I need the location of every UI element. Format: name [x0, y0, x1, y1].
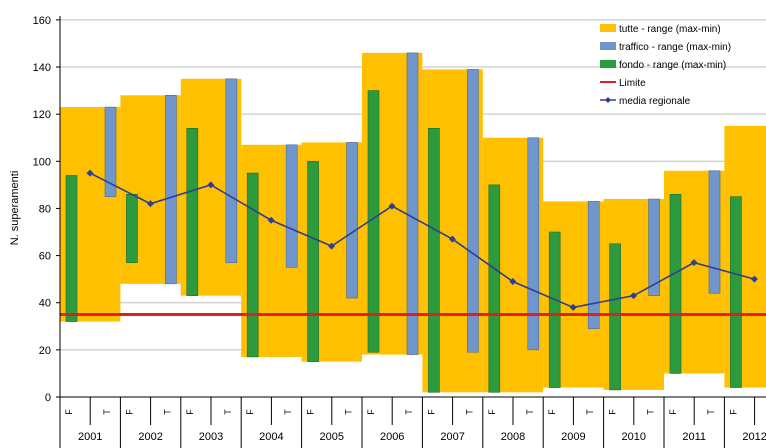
bar-fondo-2004 — [246, 172, 259, 358]
media-point-2005 — [328, 242, 336, 250]
y-tick-label: 140 — [33, 62, 51, 74]
y-tick-label: 40 — [39, 298, 51, 310]
legend-label-limite: Limite — [619, 78, 646, 89]
bar-traffico-2003 — [225, 78, 238, 263]
media-point-2007 — [448, 235, 456, 243]
bar-fondo-2005 — [307, 161, 319, 362]
y-tick-label: 120 — [33, 109, 51, 121]
sub-label: T — [706, 409, 716, 415]
sub-label: F — [245, 409, 255, 415]
year-label-2011: 2011 — [682, 431, 706, 443]
x-axis-ticks: F T 2001 F T 2002 F T 2003 F T 2004 F T 2005 F T 2006 F T 20… — [59, 397, 766, 448]
axes — [59, 16, 766, 398]
bar-fondo-2001 — [65, 175, 78, 322]
sub-label: F — [547, 409, 557, 415]
y-axis-label: N. superamenti — [9, 171, 21, 246]
sub-label: F — [608, 409, 618, 415]
sub-label: F — [185, 409, 195, 415]
legend-swatch-tutte — [600, 24, 616, 32]
sub-label: T — [162, 409, 172, 415]
sub-label: T — [525, 409, 535, 415]
sub-label: F — [306, 409, 316, 415]
bar-fondo-2011 — [669, 193, 682, 374]
media-point-2001 — [86, 169, 94, 177]
bar-traffico-2010 — [648, 198, 660, 296]
sub-label: F — [124, 409, 134, 415]
year-label-2005: 2005 — [320, 431, 344, 443]
sub-label: T — [585, 409, 595, 415]
bar-fondo-2009 — [548, 231, 561, 388]
bar-fondo-2002 — [126, 193, 138, 263]
media-line — [89, 172, 755, 309]
sub-label: T — [283, 409, 293, 415]
bar-fondo-2012 — [730, 196, 742, 388]
sub-label: F — [728, 409, 738, 415]
media-point-2006 — [388, 202, 396, 210]
bar-traffico-2009 — [587, 201, 600, 329]
legend: tutte - range (max-min) traffico - range … — [600, 24, 731, 107]
sub-label: T — [464, 409, 474, 415]
bar-traffico-2007 — [467, 69, 479, 353]
bar-fondo-2008 — [488, 184, 501, 393]
year-label-2006: 2006 — [380, 431, 404, 443]
year-label-2008: 2008 — [501, 431, 525, 443]
sub-label: F — [668, 409, 678, 415]
bar-traffico-2006 — [406, 52, 419, 355]
y-tick-label: 0 — [45, 392, 51, 404]
sub-label: T — [344, 409, 354, 415]
bar-fondo-2003 — [186, 128, 199, 296]
sub-label: T — [404, 409, 414, 415]
sub-label: T — [223, 409, 233, 415]
y-axis-ticks: 0 20 40 60 80 100 120 140 160 — [33, 15, 60, 404]
sub-label: T — [646, 409, 656, 415]
bar-traffico-2001 — [104, 106, 117, 197]
bar-traffico-2011 — [708, 170, 721, 294]
year-label-2007: 2007 — [440, 431, 464, 443]
sub-label: F — [64, 409, 74, 415]
media-point-2003 — [207, 181, 215, 189]
bar-traffico-2005 — [346, 142, 358, 299]
bar-traffico-2008 — [527, 137, 540, 351]
media-point-2012 — [750, 275, 758, 283]
y-tick-label: 100 — [33, 156, 51, 168]
y-tick-label: 160 — [33, 15, 51, 27]
media-point-2002 — [146, 200, 154, 208]
media-point-2004 — [267, 216, 275, 224]
media-point-2008 — [509, 278, 517, 286]
lines — [60, 169, 766, 317]
year-label-2009: 2009 — [561, 431, 585, 443]
bar-fondo-2010 — [609, 243, 621, 391]
y-tick-label: 80 — [39, 203, 51, 215]
legend-label-traffico: traffico - range (max-min) — [619, 42, 731, 53]
year-label-2004: 2004 — [259, 431, 283, 443]
year-label-2001: 2001 — [78, 431, 102, 443]
legend-label-tutte: tutte - range (max-min) — [619, 24, 721, 35]
y-tick-label: 60 — [39, 251, 51, 263]
legend-marker-media — [605, 97, 611, 103]
year-label-2002: 2002 — [138, 431, 162, 443]
sub-label: F — [487, 409, 497, 415]
bar-fondo-2007 — [428, 128, 440, 393]
year-label-2010: 2010 — [622, 431, 646, 443]
media-point-2010 — [630, 292, 638, 300]
legend-label-media: media regionale — [619, 96, 691, 107]
legend-swatch-traffico — [600, 42, 616, 50]
media-point-2009 — [569, 303, 577, 311]
sub-label: F — [426, 409, 436, 415]
year-label-2003: 2003 — [199, 431, 223, 443]
bar-traffico-2002 — [165, 95, 177, 285]
media-point-2011 — [690, 259, 698, 267]
legend-label-fondo: fondo - range (max-min) — [619, 60, 726, 71]
legend-swatch-fondo — [600, 60, 616, 68]
bar-traffico-2004 — [285, 144, 298, 268]
sub-label: T — [102, 409, 112, 415]
y-tick-label: 20 — [39, 345, 51, 357]
sub-label: F — [366, 409, 376, 415]
year-label-2012: 2012 — [742, 431, 766, 443]
